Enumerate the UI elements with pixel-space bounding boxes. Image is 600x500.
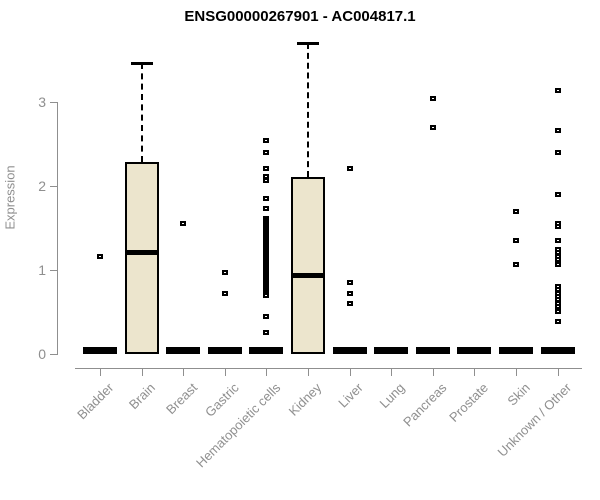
outlier-point <box>430 125 436 130</box>
x-tick-label: Skin <box>504 380 533 409</box>
zero-bar <box>249 347 284 354</box>
outlier-point <box>263 206 269 211</box>
outlier-point <box>555 224 561 229</box>
outlier-point <box>263 166 269 171</box>
outlier-point <box>347 291 353 296</box>
y-tick-label: 2 <box>38 178 46 194</box>
x-tick-label: Gastric <box>201 380 242 420</box>
x-tick <box>433 368 434 376</box>
y-tick <box>50 186 57 187</box>
outlier-point <box>555 262 561 267</box>
outlier-point <box>555 309 561 314</box>
outlier-point <box>97 254 103 259</box>
x-tick <box>350 368 351 376</box>
chart-title: ENSG00000267901 - AC004817.1 <box>184 8 416 25</box>
zero-bar <box>374 347 409 354</box>
x-tick <box>558 368 559 376</box>
outlier-point <box>555 128 561 133</box>
zero-bar <box>332 347 367 354</box>
x-tick-label: Kidney <box>285 380 325 419</box>
box <box>124 162 159 354</box>
x-tick <box>142 368 143 376</box>
outlier-point <box>347 301 353 306</box>
y-tick-label: 0 <box>38 346 46 362</box>
x-tick-label: Breast <box>162 380 200 418</box>
outlier-point <box>222 270 228 275</box>
outlier-point <box>513 209 519 214</box>
zero-bar <box>457 347 492 354</box>
x-tick-label: Unknown / Other <box>494 380 575 460</box>
y-tick <box>50 354 57 355</box>
outlier-point <box>222 291 228 296</box>
outlier-point <box>430 96 436 101</box>
x-tick <box>266 368 267 376</box>
outlier-point <box>263 138 269 143</box>
zero-bar <box>83 347 117 354</box>
median-line <box>124 250 159 256</box>
x-tick-label: Pancreas <box>399 380 450 430</box>
outlier-point <box>513 262 519 267</box>
x-tick <box>308 368 309 376</box>
outlier-point <box>263 196 269 201</box>
outlier-point <box>263 314 269 319</box>
outlier-point <box>263 150 269 155</box>
y-axis-label: Expression <box>2 165 18 230</box>
whisker-cap <box>130 62 153 66</box>
zero-bar <box>207 347 242 354</box>
outlier-point <box>555 319 561 324</box>
outlier-point <box>555 238 561 243</box>
x-tick-label: Liver <box>335 380 367 411</box>
y-tick-label: 1 <box>38 262 46 278</box>
outlier-point <box>555 150 561 155</box>
x-tick <box>183 368 184 376</box>
y-tick-label: 3 <box>38 94 46 110</box>
outlier-point <box>263 178 269 183</box>
zero-bar <box>415 347 450 354</box>
outlier-point <box>555 192 561 197</box>
x-tick-label: Bladder <box>74 380 117 423</box>
zero-bar <box>166 347 201 354</box>
x-tick-label: Brain <box>126 380 159 413</box>
x-tick <box>100 368 101 376</box>
outlier-point <box>263 293 269 298</box>
x-tick <box>225 368 226 376</box>
y-tick <box>50 270 57 271</box>
x-tick-label: Lung <box>376 380 408 412</box>
outlier-point <box>347 166 353 171</box>
x-axis-line <box>75 368 582 369</box>
x-tick <box>474 368 475 376</box>
outlier-point <box>180 221 186 226</box>
outlier-point <box>513 238 519 243</box>
box <box>291 176 325 354</box>
x-tick <box>391 368 392 376</box>
y-axis-line <box>57 102 58 355</box>
whisker <box>140 63 143 163</box>
y-tick <box>50 102 57 103</box>
whisker <box>307 43 309 177</box>
zero-bar <box>499 347 533 354</box>
outlier-point <box>555 304 561 309</box>
outlier-point <box>555 88 561 93</box>
zero-bar <box>540 347 575 354</box>
outlier-point <box>263 330 269 335</box>
median-line <box>291 273 325 279</box>
x-tick-label: Prostate <box>446 380 492 425</box>
whisker-cap <box>297 42 319 46</box>
x-tick <box>516 368 517 376</box>
outlier-point <box>347 280 353 285</box>
